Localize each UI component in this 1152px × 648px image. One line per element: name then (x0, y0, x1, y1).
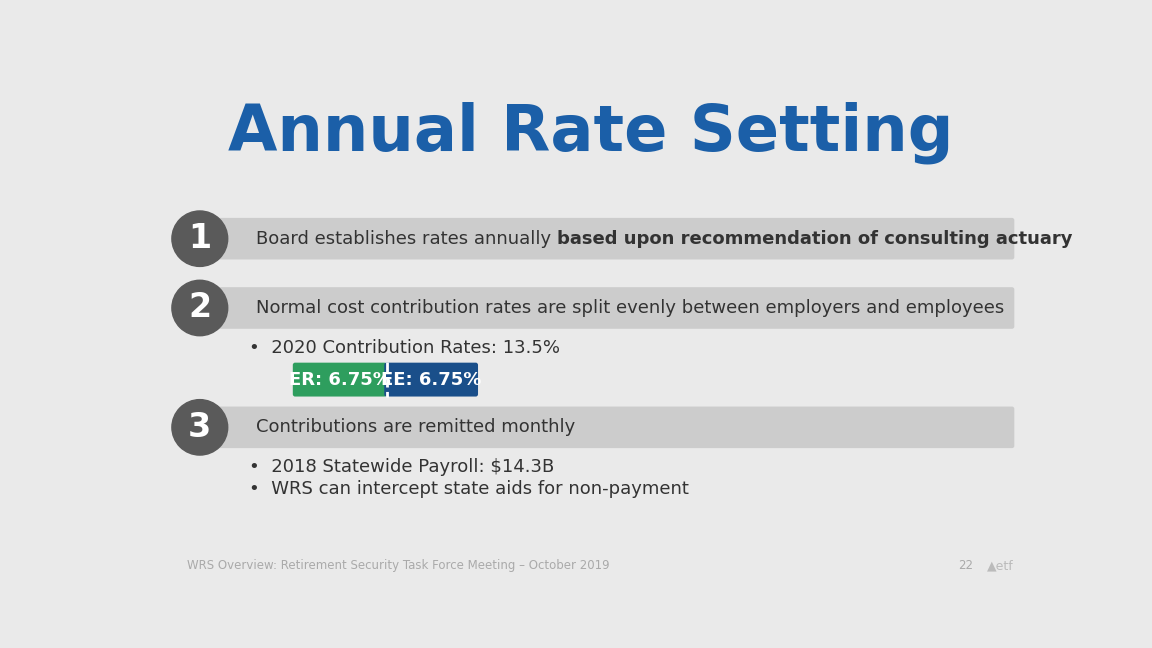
Circle shape (172, 211, 228, 266)
FancyBboxPatch shape (207, 218, 1014, 259)
FancyBboxPatch shape (385, 363, 478, 397)
FancyBboxPatch shape (293, 363, 387, 397)
Circle shape (172, 400, 228, 455)
Text: •  2018 Statewide Payroll: $14.3B: • 2018 Statewide Payroll: $14.3B (249, 458, 554, 476)
Text: 1: 1 (188, 222, 211, 255)
FancyBboxPatch shape (207, 287, 1014, 329)
Text: Annual Rate Setting: Annual Rate Setting (228, 102, 953, 165)
Text: Board establishes rates annually: Board establishes rates annually (257, 229, 558, 248)
Text: 22: 22 (957, 559, 972, 572)
Text: EE: 6.75%: EE: 6.75% (381, 371, 482, 389)
Text: 2: 2 (188, 292, 211, 325)
Text: ER: 6.75%: ER: 6.75% (289, 371, 391, 389)
Text: WRS Overview: Retirement Security Task Force Meeting – October 2019: WRS Overview: Retirement Security Task F… (187, 559, 609, 572)
Text: •  WRS can intercept state aids for non-payment: • WRS can intercept state aids for non-p… (249, 480, 689, 498)
Circle shape (172, 281, 228, 336)
Text: •  2020 Contribution Rates: 13.5%: • 2020 Contribution Rates: 13.5% (249, 339, 560, 357)
Text: ▲etf: ▲etf (987, 559, 1014, 572)
FancyBboxPatch shape (207, 406, 1014, 448)
Text: Normal cost contribution rates are split evenly between employers and employees: Normal cost contribution rates are split… (257, 299, 1005, 317)
Text: based upon recommendation of consulting actuary: based upon recommendation of consulting … (558, 229, 1073, 248)
Text: 3: 3 (188, 411, 212, 444)
Text: Contributions are remitted monthly: Contributions are remitted monthly (257, 419, 576, 436)
